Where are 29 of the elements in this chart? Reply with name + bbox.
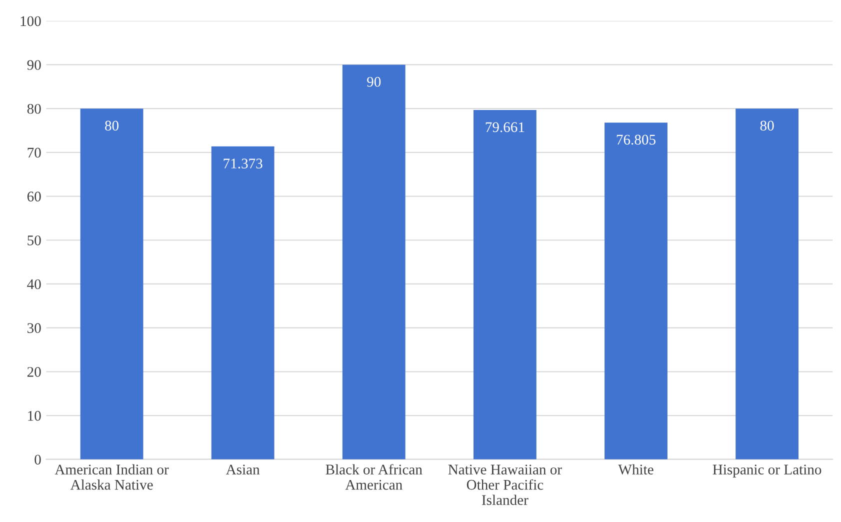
data-label: 80 bbox=[105, 120, 119, 131]
y-tick-label: 70 bbox=[28, 148, 41, 158]
x-tick-label: White bbox=[618, 464, 654, 475]
bar bbox=[736, 108, 799, 460]
y-tick-label: 20 bbox=[27, 367, 41, 377]
y-tick-label: 50 bbox=[28, 235, 41, 246]
y-tick-label: 10 bbox=[28, 410, 41, 421]
bar bbox=[473, 110, 536, 460]
x-tick-label: Black or African American bbox=[326, 464, 422, 490]
bar bbox=[80, 108, 144, 460]
y-tick-label: 30 bbox=[28, 323, 41, 334]
y-tick-label: 60 bbox=[27, 192, 41, 202]
y-tick-label: 40 bbox=[27, 279, 41, 290]
x-tick-label: American Indian or Alaska Native bbox=[54, 464, 169, 490]
data-label: 90 bbox=[367, 76, 381, 87]
x-tick-label: Asian bbox=[226, 464, 260, 474]
x-tick-label: Hispanic or Latino bbox=[712, 464, 822, 478]
data-label: 71.373 bbox=[224, 158, 262, 169]
y-tick-label: 90 bbox=[27, 60, 41, 70]
y-tick-label: 80 bbox=[27, 104, 41, 114]
data-label: 76.805 bbox=[616, 134, 656, 145]
bar bbox=[604, 122, 668, 460]
x-tick-label: Native Hawaiian or Other Pacific Islander bbox=[448, 464, 562, 505]
bar bbox=[211, 146, 274, 460]
y-tick-label: 100 bbox=[20, 16, 41, 26]
data-label: 80 bbox=[760, 120, 774, 131]
data-label: 79.661 bbox=[486, 122, 524, 132]
y-tick-label: 0 bbox=[34, 454, 41, 465]
bar bbox=[342, 64, 406, 460]
